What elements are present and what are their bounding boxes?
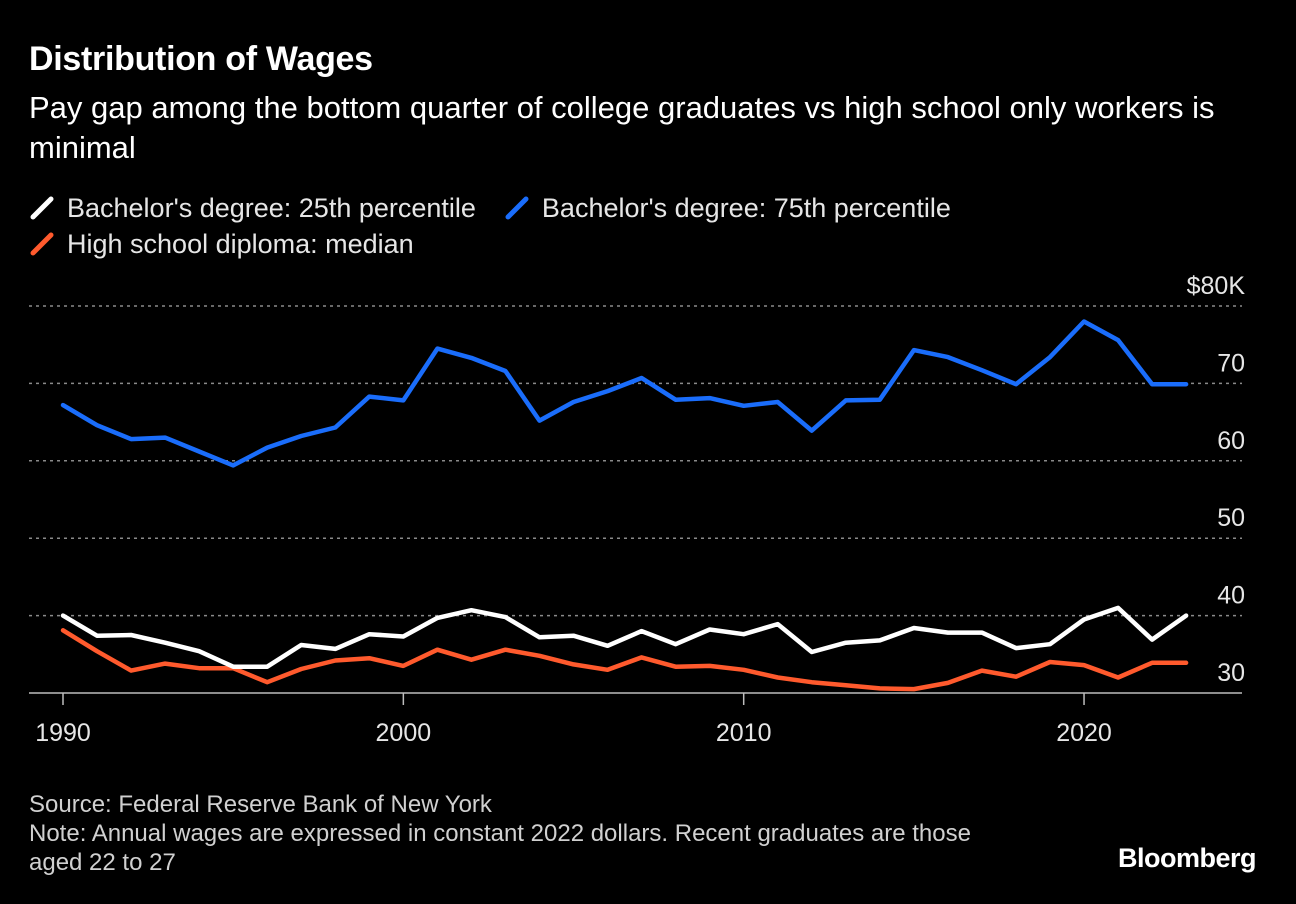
y-tick-label: 40 xyxy=(1217,582,1245,610)
series-line-1 xyxy=(60,319,1189,468)
legend-label: Bachelor's degree: 75th percentile xyxy=(541,192,951,223)
x-tick-label: 2010 xyxy=(716,719,772,747)
y-tick-label: 50 xyxy=(1217,504,1245,532)
y-tick-label: 70 xyxy=(1217,349,1245,377)
chart-footer: Source: Federal Reserve Bank of New York… xyxy=(29,790,1029,877)
legend-label: Bachelor's degree: 25th percentile xyxy=(67,192,476,223)
legend-item-high-school-median: High school diploma: median xyxy=(29,229,414,260)
line-chart: 30 40 50 60 70 $80K 1990 2000 2010 2020 xyxy=(29,272,1246,747)
legend-item-bachelor-75th: Bachelor's degree: 75th percentile xyxy=(504,193,951,224)
legend-swatch-orange-icon xyxy=(29,231,55,257)
x-tick-label: 2020 xyxy=(1056,719,1112,747)
chart-title: Distribution of Wages xyxy=(29,40,373,78)
legend-item-bachelor-25th: Bachelor's degree: 25th percentile xyxy=(29,193,476,224)
bloomberg-logo: Bloomberg xyxy=(1117,843,1257,873)
y-tick-label: 30 xyxy=(1217,659,1245,687)
legend-row-1: Bachelor's degree: 25th percentile Bache… xyxy=(29,190,1259,226)
x-tick-label: 1990 xyxy=(35,719,91,747)
chart-subtitle: Pay gap among the bottom quarter of coll… xyxy=(29,90,1215,165)
source-text: Source: Federal Reserve Bank of New York xyxy=(29,791,492,818)
y-tick-label: 60 xyxy=(1217,427,1245,455)
chart-legend: Bachelor's degree: 25th percentile Bache… xyxy=(29,190,1259,262)
legend-swatch-white-icon xyxy=(29,195,55,221)
series-line-0 xyxy=(60,605,1189,669)
legend-label: High school diploma: median xyxy=(67,228,414,259)
y-tick-label: $80K xyxy=(1187,272,1246,300)
x-tick-label: 2000 xyxy=(376,719,432,747)
note-text: Note: Annual wages are expressed in cons… xyxy=(29,820,971,876)
legend-row-2: High school diploma: median xyxy=(29,226,1259,262)
legend-swatch-blue-icon xyxy=(504,195,530,221)
series-line-2 xyxy=(60,628,1189,692)
